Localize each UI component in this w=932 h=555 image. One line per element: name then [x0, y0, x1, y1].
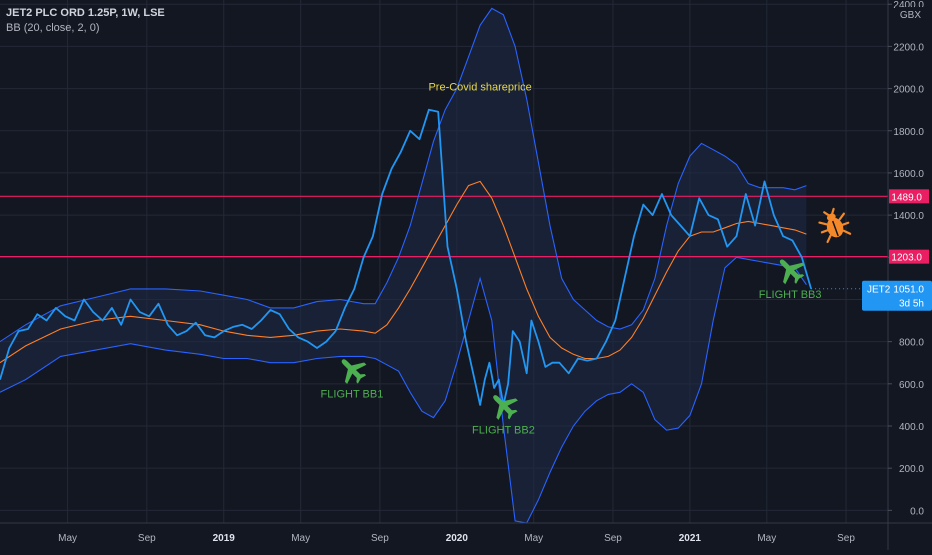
airplane-icon: [493, 395, 518, 420]
price-axis-tick-label: 0.0: [910, 506, 924, 517]
flight-label: FLIGHT BB2: [472, 424, 535, 436]
price-axis-tick-label: 800.0: [899, 338, 924, 349]
current-price-ticker: JET2: [867, 285, 891, 296]
time-axis-tick-label: 2019: [213, 533, 236, 544]
time-axis-tick-label: Sep: [371, 533, 389, 544]
bug-icon: [818, 207, 852, 244]
time-axis-tick-label: May: [58, 533, 77, 544]
price-axis-tick-label: 2400.0: [893, 0, 924, 11]
price-axis: 0.0200.0400.0600.0800.01000.01200.01400.…: [888, 0, 929, 517]
time-axis-tick-label: 2021: [679, 533, 702, 544]
time-axis: May Sep 2019 May Sep 2020 May Sep 2021 May Sep: [58, 533, 855, 544]
upper-band-line: [0, 7, 807, 343]
price-axis-tick-label: 2200.0: [893, 42, 924, 53]
time-axis-tick-label: 2020: [446, 533, 469, 544]
price-axis-tick-label: 600.0: [899, 380, 924, 391]
flight-label: FLIGHT BB3: [759, 289, 822, 301]
current-price-tag: [862, 280, 932, 311]
currency-label: GBX: [900, 10, 921, 21]
indicator-label: BB (20, close, 2, 0): [6, 22, 100, 34]
chart-legend: JET2 PLC ORD 1.25P, 1W, LSE BB (20, clos…: [6, 6, 165, 36]
bollinger-band-fill: [0, 8, 807, 523]
airplane-icon: [779, 259, 805, 285]
bug-wing-split: [831, 220, 839, 237]
airplane-icon: [341, 359, 367, 385]
flight-label: FLIGHT BB1: [321, 389, 384, 401]
level-price-tag-text: 1203.0: [891, 253, 922, 264]
time-axis-tick-label: Sep: [837, 533, 855, 544]
annotation-label: Pre-Covid shareprice: [428, 82, 531, 94]
price-axis-tick-label: 2000.0: [893, 85, 924, 96]
price-axis-tick-label: 200.0: [899, 464, 924, 475]
price-axis-tick-label: 1800.0: [893, 127, 924, 138]
price-line: [0, 108, 812, 406]
symbol-title: JET2 PLC ORD 1.25P, 1W, LSE: [6, 7, 165, 19]
price-axis-tick-label: 400.0: [899, 422, 924, 433]
price-axis-tick-label: 1600.0: [893, 169, 924, 180]
basis-line: [0, 180, 807, 364]
current-price-value: 1051.0: [893, 285, 924, 296]
airplane-shape: [779, 259, 805, 285]
price-axis-tick-label: 1400.0: [893, 211, 924, 222]
time-axis-tick-label: May: [757, 533, 776, 544]
airplane-shape: [493, 395, 518, 420]
airplane-shape: [341, 359, 367, 385]
level-price-tag: [889, 249, 929, 264]
lower-band-line: [0, 256, 807, 524]
annotations: Pre-Covid shareprice FLIGHT BB1 FLIGHT BB2…: [321, 82, 852, 436]
time-axis-tick-label: Sep: [604, 533, 622, 544]
level-price-tag: [889, 189, 929, 204]
level-price-tag-text: 1489.0: [891, 192, 922, 203]
time-axis-tick-label: May: [291, 533, 310, 544]
currency-background: [895, 7, 928, 21]
time-axis-tick-label: Sep: [138, 533, 156, 544]
bar-countdown: 3d 5h: [899, 299, 924, 310]
bug-legs: [818, 207, 852, 244]
time-axis-tick-label: May: [524, 533, 543, 544]
